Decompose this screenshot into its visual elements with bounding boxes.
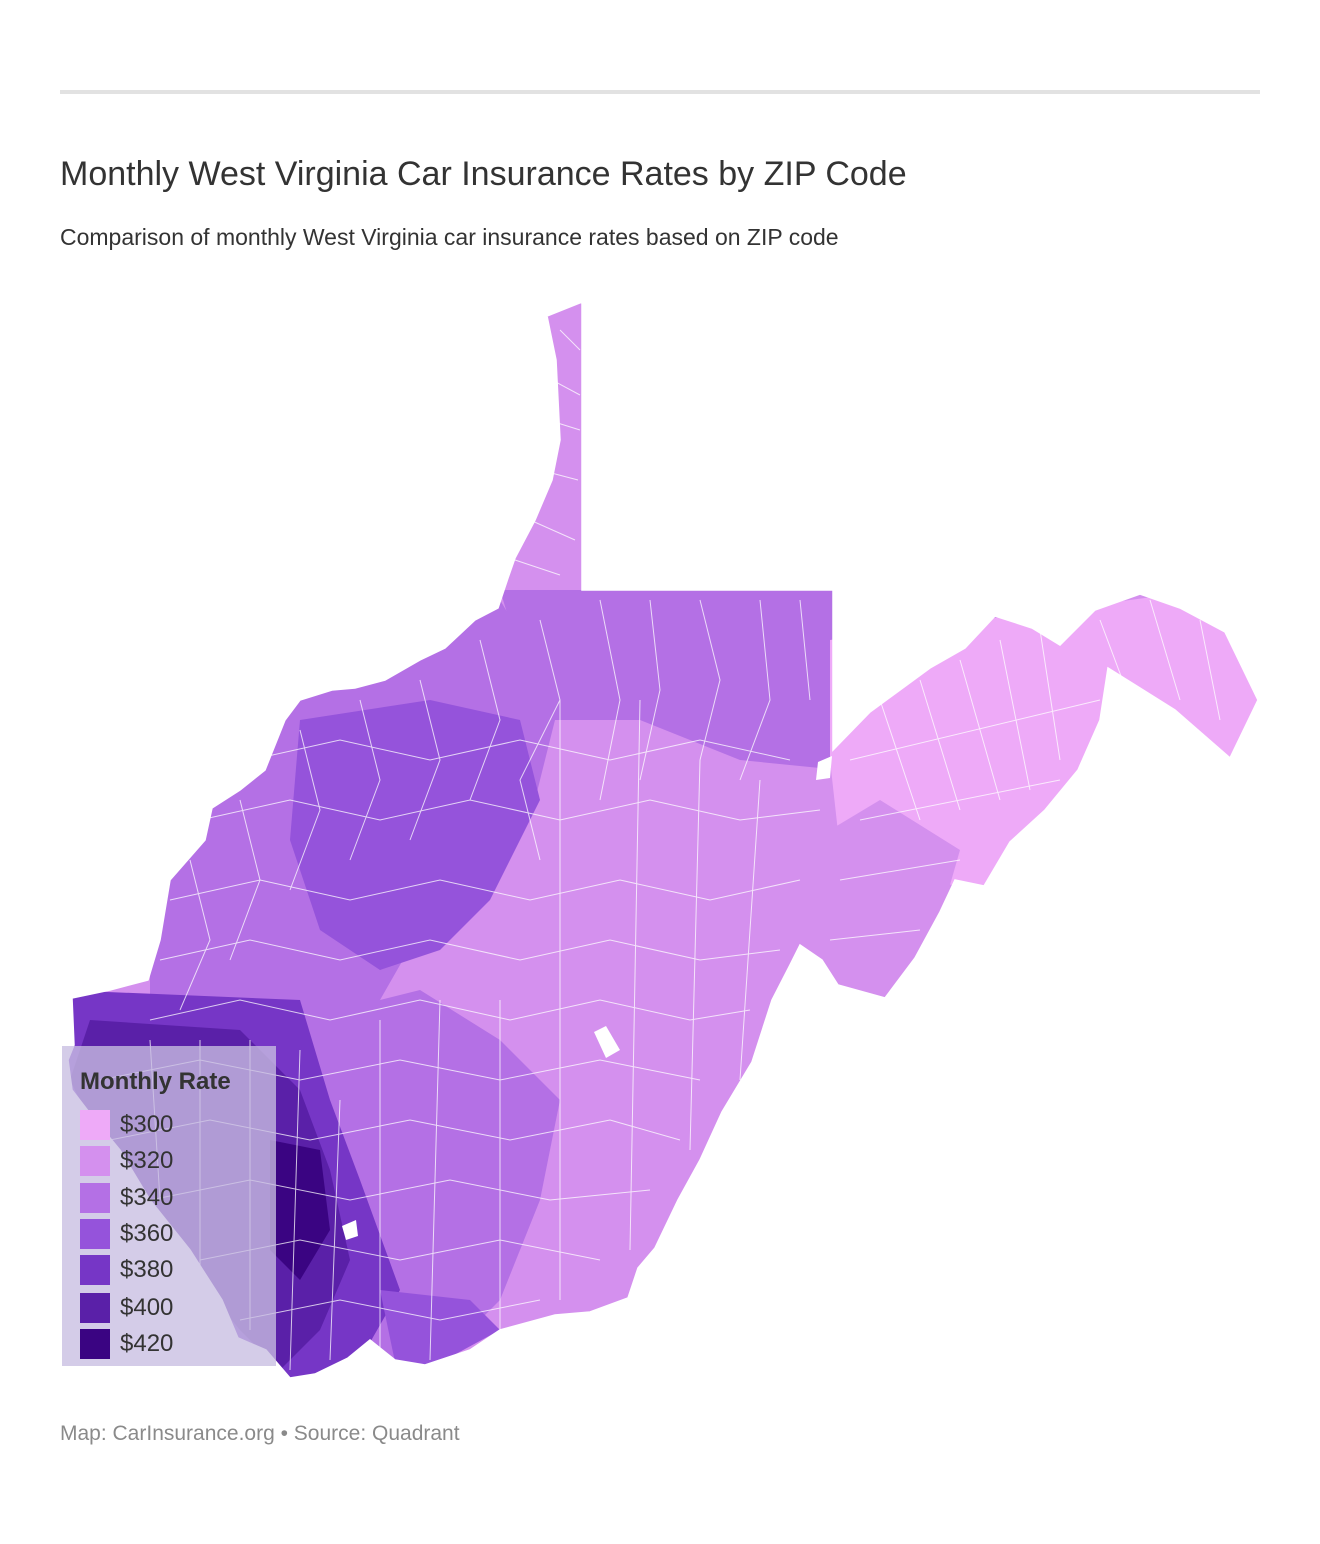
legend-swatch — [80, 1183, 110, 1213]
legend-label: $340 — [120, 1184, 173, 1212]
legend-swatch — [80, 1329, 110, 1359]
legend-swatch — [80, 1110, 110, 1140]
legend-swatch — [80, 1219, 110, 1249]
legend-title: Monthly Rate — [80, 1068, 231, 1096]
legend-swatch — [80, 1146, 110, 1176]
legend-label: $300 — [120, 1111, 173, 1139]
map-title: Monthly West Virginia Car Insurance Rate… — [60, 155, 907, 194]
legend-label: $400 — [120, 1294, 173, 1322]
top-divider — [60, 90, 1260, 94]
map-legend: Monthly Rate $300 $320 $340 $360 $380 $4… — [62, 1046, 276, 1366]
legend-label: $360 — [120, 1220, 173, 1248]
legend-swatch — [80, 1255, 110, 1285]
legend-swatch — [80, 1293, 110, 1323]
legend-label: $380 — [120, 1256, 173, 1284]
map-subtitle: Comparison of monthly West Virginia car … — [60, 224, 839, 251]
source-credit: Map: CarInsurance.org • Source: Quadrant — [60, 1422, 460, 1446]
legend-label: $320 — [120, 1147, 173, 1175]
region-northern-panhandle — [500, 290, 600, 600]
legend-label: $420 — [120, 1330, 173, 1358]
